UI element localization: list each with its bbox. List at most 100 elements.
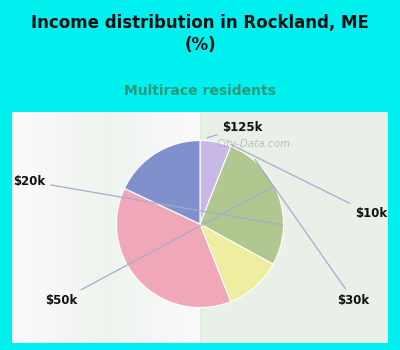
Bar: [42, 112, 44, 343]
Bar: [194, 112, 196, 343]
Bar: [59, 112, 61, 343]
Bar: [52, 112, 53, 343]
Bar: [18, 112, 20, 343]
Bar: [34, 112, 36, 343]
Bar: [181, 112, 183, 343]
Bar: [164, 112, 166, 343]
Wedge shape: [124, 140, 200, 224]
Bar: [78, 112, 80, 343]
Bar: [142, 112, 144, 343]
Bar: [155, 112, 157, 343]
Bar: [63, 112, 65, 343]
Bar: [95, 112, 96, 343]
Bar: [134, 112, 136, 343]
Bar: [149, 112, 151, 343]
Bar: [123, 112, 125, 343]
Bar: [125, 112, 127, 343]
Bar: [170, 112, 172, 343]
Bar: [34, 112, 36, 343]
Wedge shape: [116, 188, 231, 308]
Bar: [98, 112, 100, 343]
Bar: [55, 112, 57, 343]
Bar: [74, 112, 76, 343]
Bar: [68, 112, 70, 343]
Bar: [153, 112, 155, 343]
Bar: [18, 112, 20, 343]
Bar: [53, 112, 55, 343]
Bar: [38, 112, 40, 343]
Bar: [185, 112, 187, 343]
Bar: [46, 112, 48, 343]
Bar: [38, 112, 40, 343]
Bar: [164, 112, 166, 343]
Bar: [128, 112, 130, 343]
Bar: [29, 112, 31, 343]
Bar: [121, 112, 123, 343]
Bar: [125, 112, 127, 343]
Bar: [80, 112, 82, 343]
Bar: [66, 112, 68, 343]
Bar: [106, 112, 108, 343]
Bar: [166, 112, 168, 343]
Bar: [22, 112, 23, 343]
Bar: [84, 112, 85, 343]
Bar: [65, 112, 66, 343]
Bar: [55, 112, 57, 343]
Bar: [127, 112, 128, 343]
Bar: [190, 112, 192, 343]
Bar: [159, 112, 160, 343]
Bar: [198, 112, 200, 343]
Bar: [117, 112, 119, 343]
Bar: [74, 112, 76, 343]
Bar: [100, 112, 102, 343]
Bar: [72, 112, 74, 343]
Bar: [97, 112, 98, 343]
Bar: [140, 112, 142, 343]
Bar: [140, 112, 142, 343]
Bar: [23, 112, 25, 343]
Bar: [183, 112, 185, 343]
Bar: [27, 112, 29, 343]
Bar: [123, 112, 125, 343]
Bar: [198, 112, 200, 343]
Bar: [70, 112, 72, 343]
Bar: [160, 112, 162, 343]
Bar: [36, 112, 38, 343]
Bar: [16, 112, 18, 343]
Bar: [174, 112, 176, 343]
Bar: [82, 112, 84, 343]
Bar: [179, 112, 181, 343]
Bar: [166, 112, 168, 343]
Bar: [97, 112, 98, 343]
Bar: [76, 112, 78, 343]
Bar: [116, 112, 117, 343]
Bar: [87, 112, 89, 343]
Bar: [128, 112, 130, 343]
Wedge shape: [200, 224, 273, 302]
Bar: [72, 112, 74, 343]
Bar: [187, 112, 189, 343]
Bar: [48, 112, 50, 343]
Bar: [44, 112, 46, 343]
Text: Income distribution in Rockland, ME
(%): Income distribution in Rockland, ME (%): [31, 14, 369, 54]
Bar: [108, 112, 110, 343]
Bar: [144, 112, 146, 343]
Bar: [84, 112, 85, 343]
Bar: [174, 112, 176, 343]
Bar: [196, 112, 198, 343]
Bar: [168, 112, 170, 343]
Text: $30k: $30k: [255, 159, 370, 307]
Bar: [89, 112, 91, 343]
Bar: [65, 112, 66, 343]
Bar: [108, 112, 110, 343]
Bar: [130, 112, 132, 343]
Bar: [87, 112, 89, 343]
Bar: [138, 112, 140, 343]
Text: Multirace residents: Multirace residents: [124, 84, 276, 98]
Bar: [142, 112, 144, 343]
Bar: [200, 112, 202, 343]
Bar: [168, 112, 170, 343]
Wedge shape: [200, 146, 284, 264]
Bar: [190, 112, 192, 343]
Bar: [162, 112, 164, 343]
